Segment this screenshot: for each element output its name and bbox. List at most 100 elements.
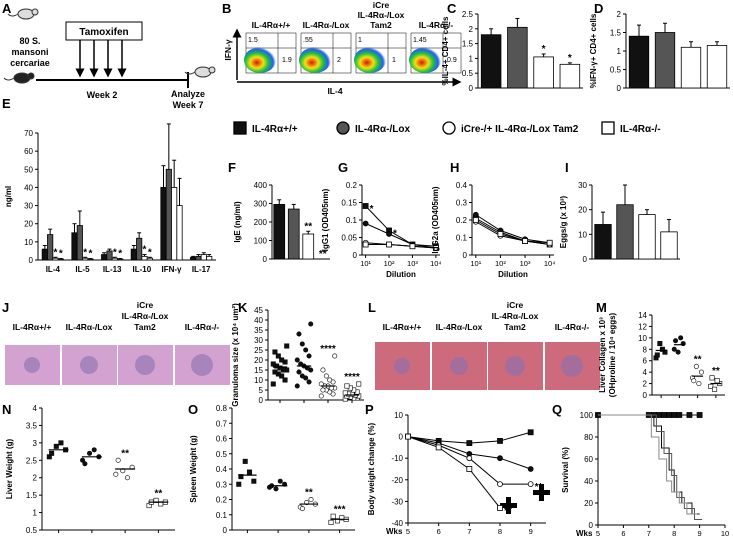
y-tick-label: 70 (24, 129, 33, 138)
y-tick-label: 8 (643, 345, 648, 354)
y-tick-label: 0 (589, 521, 594, 530)
significance: ** (154, 488, 162, 499)
image-label: IL-4Rα+/+ (13, 322, 52, 332)
data-point (87, 450, 93, 456)
y-tick-label: 6 (643, 357, 648, 366)
bar (206, 255, 213, 261)
bar (111, 257, 118, 261)
censor-mark (676, 412, 683, 418)
data-point (306, 379, 312, 385)
granuloma (135, 355, 155, 375)
data-point (709, 375, 715, 381)
y-axis-label: %IFN-γ+ CD4+ cells (589, 13, 598, 88)
y-axis-label: (OHproline / 10⁴ eggs) (608, 312, 617, 397)
data-point (466, 455, 473, 462)
mouse-tail (184, 71, 196, 75)
x-tick-label: 9 (529, 527, 533, 536)
y-tick-label: 200 (254, 218, 268, 227)
bar (101, 254, 108, 261)
data-point (673, 338, 679, 344)
y-axis-label: Liver Collagen x 10³ (598, 317, 607, 393)
y-tick-label: 30 (24, 202, 33, 211)
data-point (675, 349, 681, 355)
legend-marker (442, 121, 456, 135)
x-axis-label: Dilution (386, 270, 416, 279)
image-label: IL-4Rα-/Lox (66, 322, 113, 332)
bar (52, 257, 59, 261)
analyze-label: Analyze (171, 89, 205, 99)
data-point (58, 440, 64, 446)
data-point (362, 203, 369, 209)
data-point (277, 478, 283, 484)
panel-label: L (368, 300, 376, 315)
y-tick-label: 0.5 (26, 526, 38, 535)
censor-mark (671, 412, 678, 418)
y-tick-label: 0.05 (341, 234, 357, 243)
mouse-icon (31, 8, 39, 16)
data-point (273, 486, 279, 492)
data-point (714, 378, 720, 384)
y-axis-label: Survival (%) (561, 447, 570, 493)
significance: ** (694, 354, 702, 365)
data-point (296, 331, 302, 337)
panel-label: F (228, 160, 236, 175)
censor-mark (686, 412, 693, 418)
data-point (386, 241, 392, 248)
y-tick-label: 20 (254, 356, 263, 365)
legend-label: IL-4Rα-/- (620, 124, 661, 135)
panel-label: A (2, 1, 12, 16)
death-cross (500, 497, 517, 514)
y-tick-label: 10 (638, 334, 647, 343)
significance: ** (304, 221, 312, 232)
y-tick-label: 0.4 (456, 181, 468, 190)
significance: * (54, 247, 58, 258)
panel-label: G (338, 160, 348, 175)
bar (171, 187, 178, 261)
image-label: IL-4Rα-/Lox (492, 311, 539, 321)
y-tick-label: -20 (391, 476, 403, 485)
y-tick-label: 1.5 (26, 491, 38, 500)
legend-marker (233, 121, 247, 135)
y-tick-label: 60 (24, 147, 33, 156)
bar (190, 256, 197, 261)
bar (160, 187, 167, 261)
y-axis-label: Body weight change (%) (367, 422, 376, 515)
bar (200, 254, 207, 261)
bar (273, 204, 286, 260)
y-axis-label: %IL-4+ CD4+ cells (441, 16, 450, 85)
data-point (294, 383, 300, 389)
data-point (497, 455, 503, 462)
y-tick-label: 30 (578, 181, 587, 190)
bar (660, 231, 678, 260)
y-axis-label: IFN-γ (223, 39, 233, 61)
data-point (318, 393, 324, 399)
y-tick-label: 400 (254, 181, 268, 190)
significance: * (89, 249, 93, 260)
data-point (691, 378, 697, 384)
x-tick-label: IL-10 (132, 265, 151, 274)
data-point (91, 447, 97, 453)
survival-line (598, 414, 698, 515)
y-tick-label: 0.5 (610, 66, 622, 75)
inoculum-text: mansoni (11, 47, 48, 57)
data-point (698, 369, 704, 375)
mouse-icon (194, 66, 212, 78)
panel-label: J (2, 300, 9, 315)
bar (47, 234, 54, 261)
x-tick-label: IL-4 (46, 265, 61, 274)
data-point (435, 444, 442, 451)
y-tick-label: 0 (583, 255, 588, 264)
bar (616, 204, 634, 260)
bar (302, 233, 315, 260)
panel-label: C (447, 1, 457, 16)
x-axis-label: Wks (386, 527, 403, 536)
x-tick-label: 6 (621, 529, 625, 538)
significance: * (118, 249, 122, 260)
data-point (282, 377, 288, 383)
data-point (659, 346, 665, 352)
data-point (405, 433, 411, 440)
y-tick-label: 0 (617, 84, 622, 93)
censor-mark (666, 412, 673, 418)
data-point (270, 361, 276, 367)
data-point (53, 443, 59, 449)
